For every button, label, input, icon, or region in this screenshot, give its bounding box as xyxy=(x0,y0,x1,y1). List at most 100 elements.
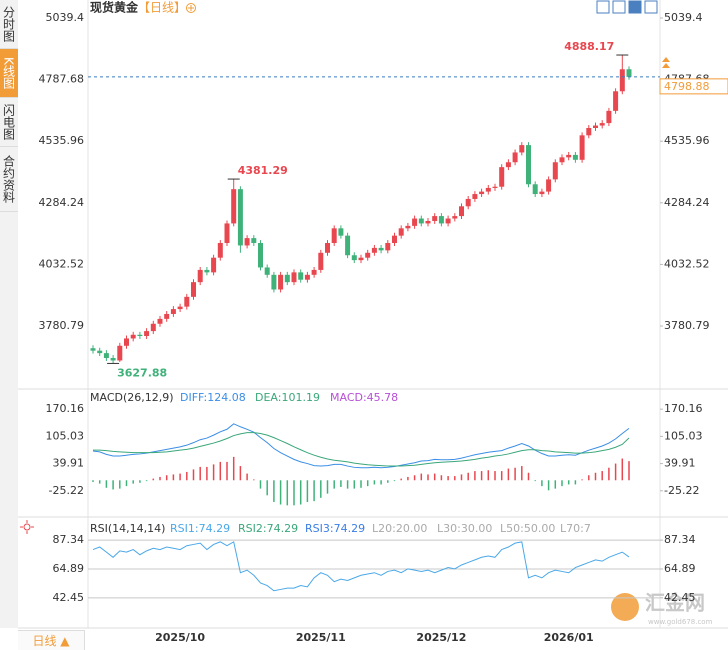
legend-entry: MACD:45.78 xyxy=(330,391,398,404)
rsi-line xyxy=(92,541,630,592)
indicator-title: MACD(26,12,9) xyxy=(90,391,174,404)
candle-body xyxy=(385,243,391,251)
candle-body xyxy=(586,127,592,136)
y-tick-label: 105.03 xyxy=(664,429,703,442)
candle-body xyxy=(170,309,176,314)
period-button[interactable]: 日线 ▲ xyxy=(18,630,85,650)
candle-body xyxy=(485,187,491,192)
sidebar-fill xyxy=(0,212,18,628)
candle-body xyxy=(559,157,565,163)
candle-body xyxy=(204,269,210,273)
last-price-box xyxy=(659,78,728,95)
legend-entry: L50:50.00 xyxy=(500,522,555,535)
candle-body xyxy=(472,194,478,199)
tab[interactable]: K线图 xyxy=(0,49,18,98)
candle-body xyxy=(191,282,196,297)
candle-body xyxy=(519,145,525,153)
candle-body xyxy=(197,269,203,283)
candle-body xyxy=(244,238,250,246)
candle-body xyxy=(365,252,371,258)
candle-body xyxy=(358,257,364,261)
indicator-title: RSI(14,14,14) xyxy=(90,522,165,535)
candle-body xyxy=(412,218,418,226)
x-tick-label: 2025/11 xyxy=(296,631,346,644)
candle-body xyxy=(606,110,612,124)
x-tick-label: 2026/01 xyxy=(544,631,594,644)
y-tick-label: 42.45 xyxy=(664,591,696,604)
candle-body xyxy=(432,216,438,221)
candle-body xyxy=(117,345,123,361)
y-tick-label: 3780.79 xyxy=(39,319,85,332)
candle-body xyxy=(492,186,498,188)
y-tick-label: 4535.96 xyxy=(664,134,710,147)
candle-body xyxy=(231,189,237,224)
y-tick-label: 39.91 xyxy=(53,457,85,470)
y-tick-label: -25.22 xyxy=(664,484,699,497)
y-tick-label: 3780.79 xyxy=(664,319,710,332)
macd-line xyxy=(93,432,630,467)
y-tick-label: 64.89 xyxy=(664,562,696,575)
candle-body xyxy=(311,269,317,275)
candle-body xyxy=(338,228,344,236)
legend-entry: L30:30.00 xyxy=(437,522,492,535)
y-tick-label: 4284.24 xyxy=(664,196,710,209)
candle-body xyxy=(318,252,324,270)
candle-body xyxy=(177,306,183,310)
candle-body xyxy=(90,348,96,351)
last-price-label: 4798.88 xyxy=(664,80,710,93)
candle-body xyxy=(251,238,257,244)
candle-body xyxy=(278,274,284,290)
tool-button[interactable] xyxy=(612,0,626,14)
add-icon[interactable] xyxy=(186,3,196,13)
candle-body xyxy=(258,243,263,268)
legend-entry: L20:20.00 xyxy=(372,522,427,535)
y-tick-label: 4032.52 xyxy=(39,257,85,270)
candle-body xyxy=(224,223,230,244)
tab[interactable]: 合约资料 xyxy=(0,147,18,212)
candle-body xyxy=(572,154,578,160)
y-tick-label: 5039.4 xyxy=(46,11,85,24)
candle-body xyxy=(371,247,377,253)
candle-body xyxy=(351,255,357,261)
tab[interactable]: 分时图 xyxy=(0,0,18,49)
y-tick-label: 87.34 xyxy=(53,533,85,546)
y-tick-label: 87.34 xyxy=(664,533,696,546)
tool-button[interactable] xyxy=(596,0,610,14)
y-tick-label: 170.16 xyxy=(664,402,703,415)
x-tick-label: 2025/12 xyxy=(416,631,466,644)
candle-body xyxy=(445,218,451,224)
legend-entry: DEA:101.19 xyxy=(255,391,320,404)
candle-body xyxy=(459,206,464,217)
candle-body xyxy=(613,91,619,111)
candle-body xyxy=(398,228,404,236)
candle-body xyxy=(532,184,538,195)
candle-body xyxy=(130,334,136,339)
y-tick-label: 4032.52 xyxy=(664,257,710,270)
scroll-icon xyxy=(662,57,670,68)
legend-entry: RSI1:74.29 xyxy=(170,522,230,535)
candle-body xyxy=(284,274,290,283)
candle-body xyxy=(465,198,471,207)
tool-button[interactable] xyxy=(628,0,642,14)
chart-subtitle: 【日线】 xyxy=(138,1,186,15)
y-tick-label: 4535.96 xyxy=(39,134,85,147)
candle-body xyxy=(271,274,277,290)
candle-body xyxy=(512,152,518,163)
y-tick-label: 170.16 xyxy=(46,402,85,415)
candle-body xyxy=(217,243,223,258)
y-tick-label: 64.89 xyxy=(53,562,85,575)
macd-line xyxy=(92,423,630,469)
candle-body xyxy=(479,191,485,195)
candle-body xyxy=(626,69,632,77)
candle-body xyxy=(137,334,143,336)
tool-button[interactable] xyxy=(644,0,658,14)
tab[interactable]: 闪电图 xyxy=(0,98,18,147)
candle-body xyxy=(144,331,150,336)
candle-body xyxy=(291,272,297,283)
candle-body xyxy=(325,243,330,253)
add-icon xyxy=(188,5,194,11)
settings-icon[interactable] xyxy=(20,520,34,534)
y-tick-label: -25.22 xyxy=(49,484,84,497)
candle-body xyxy=(110,358,116,361)
